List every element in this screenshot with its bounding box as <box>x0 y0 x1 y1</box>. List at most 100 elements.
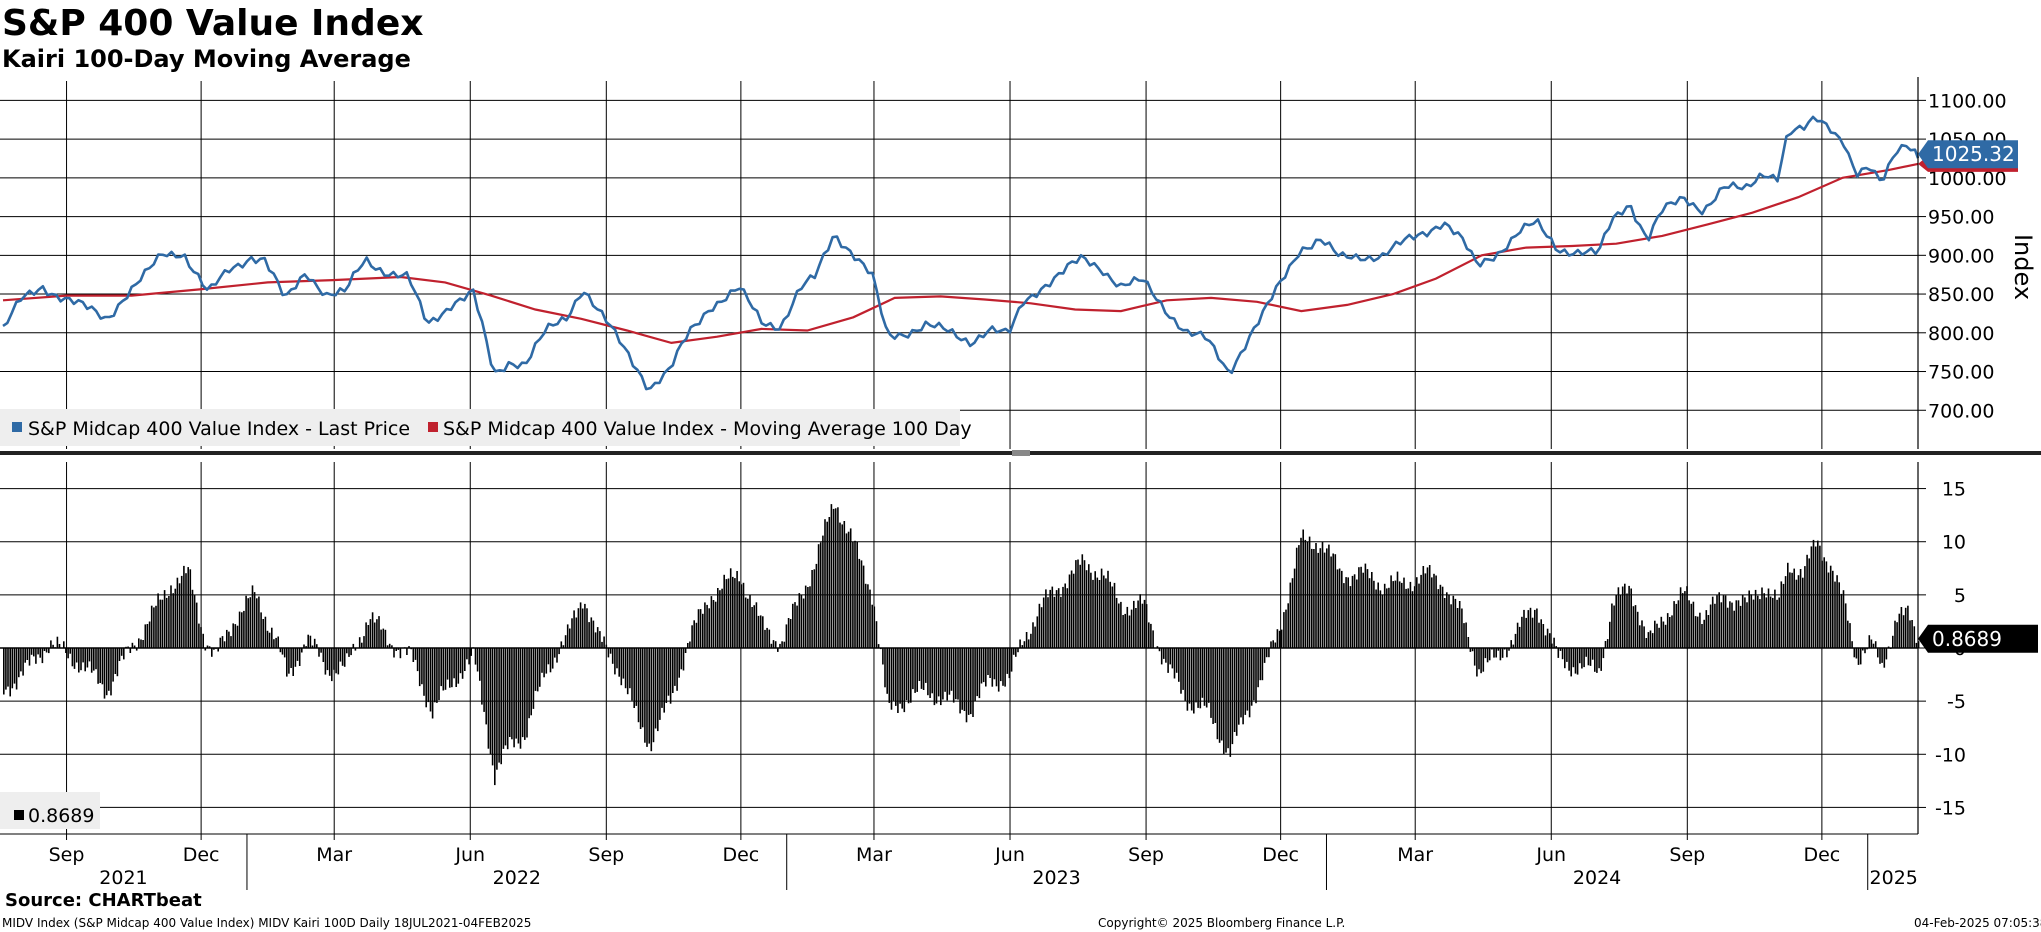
kairi-bar-632 <box>1358 567 1360 648</box>
kairi-bar-249 <box>536 648 539 692</box>
kairi-bar-425 <box>914 648 916 693</box>
kairi-bar-570 <box>1225 648 1227 753</box>
kairi-bar-344 <box>740 584 743 648</box>
kairi-bar-416 <box>895 648 897 706</box>
kairi-bar-186 <box>401 648 404 649</box>
kairi-bar-104 <box>226 629 228 648</box>
kairi-bar-113 <box>245 595 247 648</box>
kairi-bar-435 <box>935 648 938 704</box>
kairi-bar-768 <box>1649 630 1652 648</box>
kairi-bar-382 <box>822 535 824 648</box>
kairi-bar-226 <box>487 648 490 749</box>
kairi-bar-328 <box>706 604 708 648</box>
kairi-bar-607 <box>1304 539 1307 648</box>
panel-divider[interactable] <box>0 450 2041 456</box>
kairi-bar-429 <box>922 648 925 690</box>
kairi-bar-343 <box>738 581 740 648</box>
x-year-label-2024: 2024 <box>1573 867 1621 889</box>
kairi-bar-97 <box>211 648 213 657</box>
kairi-bar-410 <box>882 648 884 665</box>
kairi-bar-789 <box>1694 616 1697 648</box>
kairi-bar-331 <box>712 600 715 648</box>
kairi-bar-721 <box>1549 633 1551 648</box>
kairi-bar-301 <box>648 648 650 744</box>
kairi-bar-874 <box>1877 648 1879 658</box>
kairi-bar-625 <box>1343 583 1345 648</box>
kairi-bar-589 <box>1265 648 1268 658</box>
kairi-bar-634 <box>1362 572 1364 648</box>
kairi-bar-218 <box>470 648 472 656</box>
kairi-bar-893 <box>1917 641 1920 648</box>
kairi-bar-868 <box>1864 648 1866 654</box>
kairi-bar-199 <box>429 648 432 712</box>
kairi-bar-56 <box>123 648 125 660</box>
kairi-bar-168 <box>363 636 365 648</box>
kairi-bar-179 <box>386 645 389 648</box>
kairi-bar-250 <box>539 648 541 687</box>
kairi-bar-559 <box>1201 648 1204 698</box>
kairi-bar-823 <box>1767 588 1770 648</box>
kairi-bar-417 <box>897 648 899 713</box>
kairi-bar-159 <box>343 648 346 667</box>
kairi-bar-573 <box>1231 648 1234 745</box>
kairi-bar-486 <box>1045 589 1047 648</box>
kairi-bar-806 <box>1731 602 1733 648</box>
bottom-panel-axis: -15-10-50510150.8689 <box>1917 462 2038 834</box>
kairi-bar-839 <box>1802 577 1804 648</box>
series-description: MIDV Index (S&P Midcap 400 Value Index) … <box>2 916 532 930</box>
kairi-bar-749 <box>1609 621 1611 648</box>
kairi-bar-757 <box>1626 593 1628 648</box>
kairi-bar-196 <box>423 648 425 696</box>
kairi-bar-838 <box>1799 569 1802 648</box>
bottom-ytick-label-4: 5 <box>1954 585 1966 607</box>
kairi-bar-59 <box>129 648 132 653</box>
kairi-bar-92 <box>200 627 202 648</box>
kairi-bar-775 <box>1664 624 1667 648</box>
kairi-bar-687 <box>1476 648 1478 677</box>
kairi-bar-751 <box>1613 605 1615 648</box>
kairi-bar-390 <box>839 522 841 648</box>
kairi-bar-189 <box>408 646 410 648</box>
kairi-bar-439 <box>944 648 946 692</box>
kairi-bar-833 <box>1789 572 1791 648</box>
kairi-bar-563 <box>1210 648 1212 718</box>
kairi-bar-600 <box>1289 582 1292 648</box>
kairi-bar-354 <box>762 616 764 648</box>
kairi-bar-423 <box>910 648 912 703</box>
kairi-bar-639 <box>1373 580 1375 648</box>
kairi-bar-462 <box>993 648 996 680</box>
kairi-bar-885 <box>1900 607 1903 648</box>
kairi-bar-470 <box>1010 648 1013 672</box>
kairi-bar-442 <box>950 648 953 691</box>
x-month-label-8: Sep <box>1128 844 1164 866</box>
kairi-bar-262 <box>564 635 567 648</box>
kairi-bar-616 <box>1323 552 1326 648</box>
kairi-bar-6 <box>15 648 18 690</box>
kairi-bar-712 <box>1529 607 1532 648</box>
kairi-bar-156 <box>337 648 340 675</box>
kairi-bar-251 <box>541 648 543 673</box>
kairi-bar-871 <box>1870 639 1873 648</box>
kairi-bar-723 <box>1553 637 1555 648</box>
kairi-bar-300 <box>646 648 648 747</box>
kairi-bar-303 <box>652 648 655 743</box>
kairi-bar-291 <box>626 648 629 695</box>
kairi-bar-248 <box>534 648 537 691</box>
kairi-bar-241 <box>519 648 522 749</box>
kairi-bar-335 <box>721 588 723 648</box>
kairi-bar-144 <box>311 645 314 648</box>
kairi-bar-330 <box>710 596 713 648</box>
kairi-bar-852 <box>1829 565 1832 648</box>
kairi-bar-873 <box>1874 641 1877 648</box>
kairi-bar-324 <box>697 609 700 648</box>
kairi-bar-778 <box>1671 615 1673 648</box>
x-month-label-7: Jun <box>994 844 1025 866</box>
kairi-bar-383 <box>824 519 826 648</box>
kairi-bar-892 <box>1915 642 1918 648</box>
kairi-bar-197 <box>425 648 427 708</box>
kairi-bar-746 <box>1602 648 1605 659</box>
kairi-bar-890 <box>1911 620 1913 648</box>
kairi-bar-239 <box>515 648 517 739</box>
kairi-bar-206 <box>444 648 447 690</box>
kairi-bar-119 <box>258 596 260 648</box>
